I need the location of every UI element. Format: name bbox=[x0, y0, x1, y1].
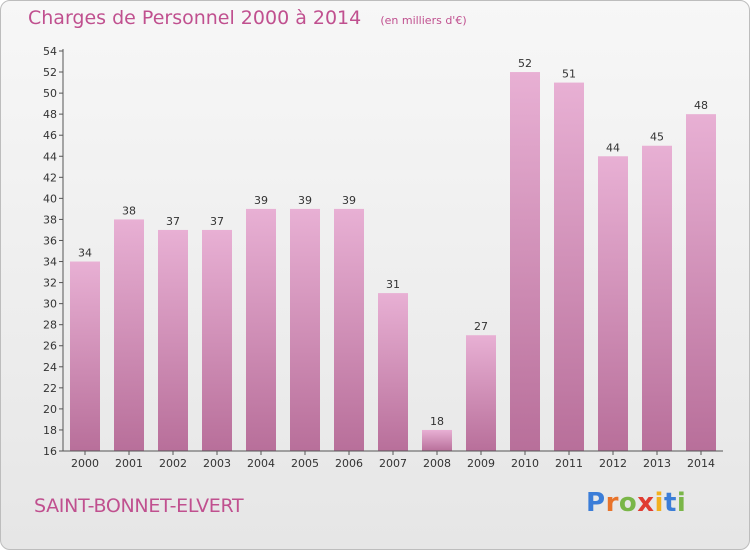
data-label: 34 bbox=[78, 247, 92, 260]
y-tick-label: 32 bbox=[43, 277, 57, 290]
bar-2005 bbox=[290, 208, 320, 451]
x-tick-label: 2013 bbox=[643, 457, 671, 470]
data-label: 51 bbox=[562, 68, 576, 81]
y-tick-label: 28 bbox=[43, 319, 57, 332]
y-tick-label: 42 bbox=[43, 171, 57, 184]
y-tick-label: 26 bbox=[43, 340, 57, 353]
y-tick-label: 52 bbox=[43, 66, 57, 79]
x-tick-label: 2002 bbox=[159, 457, 187, 470]
y-tick-label: 38 bbox=[43, 213, 57, 226]
bar-2000 bbox=[70, 261, 100, 451]
y-tick-label: 30 bbox=[43, 298, 57, 311]
y-tick-label: 20 bbox=[43, 403, 57, 416]
x-tick-label: 2008 bbox=[423, 457, 451, 470]
logo-letter: o bbox=[618, 488, 638, 518]
logo-letter: i bbox=[654, 488, 664, 518]
data-label: 44 bbox=[606, 141, 620, 154]
bar-2014 bbox=[686, 114, 716, 451]
proxiti-logo: Proxiti bbox=[586, 488, 686, 518]
x-tick-label: 2006 bbox=[335, 457, 363, 470]
data-label: 38 bbox=[122, 204, 136, 217]
data-label: 39 bbox=[254, 194, 268, 207]
data-label: 37 bbox=[166, 215, 180, 228]
logo-letter: i bbox=[676, 488, 687, 518]
x-tick-label: 2000 bbox=[71, 457, 99, 470]
bar-2003 bbox=[202, 229, 232, 451]
data-label: 48 bbox=[694, 99, 708, 112]
bar-2001 bbox=[114, 219, 144, 451]
y-tick-label: 36 bbox=[43, 234, 57, 247]
chart-title: Charges de Personnel 2000 à 2014 bbox=[28, 7, 362, 29]
bar-2010 bbox=[510, 72, 540, 451]
x-tick-label: 2007 bbox=[379, 457, 407, 470]
bar-2011 bbox=[554, 82, 584, 451]
logo-letter: P bbox=[586, 488, 606, 518]
data-label: 39 bbox=[342, 194, 356, 207]
data-label: 27 bbox=[474, 320, 488, 333]
y-tick-label: 54 bbox=[43, 45, 57, 58]
x-tick-label: 2003 bbox=[203, 457, 231, 470]
title-row: Charges de Personnel 2000 à 2014 (en mil… bbox=[28, 7, 467, 29]
bar-2008 bbox=[422, 429, 452, 451]
logo-letter: r bbox=[605, 488, 619, 518]
y-tick-label: 18 bbox=[43, 424, 57, 437]
data-label: 37 bbox=[210, 215, 224, 228]
x-tick-label: 2011 bbox=[555, 457, 583, 470]
data-label: 45 bbox=[650, 131, 664, 144]
y-tick-label: 44 bbox=[43, 150, 57, 163]
logo-letter: t bbox=[663, 488, 677, 518]
bar-2013 bbox=[642, 145, 672, 451]
y-tick-label: 16 bbox=[43, 445, 57, 458]
bar-2012 bbox=[598, 156, 628, 451]
x-tick-label: 2005 bbox=[291, 457, 319, 470]
bar-2002 bbox=[158, 229, 188, 451]
y-tick-label: 22 bbox=[43, 382, 57, 395]
data-label: 52 bbox=[518, 57, 532, 70]
bar-2006 bbox=[334, 208, 364, 451]
y-tick-label: 34 bbox=[43, 256, 57, 269]
bar-2004 bbox=[246, 208, 276, 451]
x-tick-label: 2014 bbox=[687, 457, 715, 470]
y-tick-label: 48 bbox=[43, 108, 57, 121]
bar-2009 bbox=[466, 335, 496, 451]
commune-name: SAINT-BONNET-ELVERT bbox=[34, 495, 244, 517]
x-tick-label: 2009 bbox=[467, 457, 495, 470]
chart-subtitle: (en milliers d'€) bbox=[380, 14, 467, 27]
x-tick-label: 2010 bbox=[511, 457, 539, 470]
y-tick-label: 40 bbox=[43, 192, 57, 205]
x-tick-label: 2004 bbox=[247, 457, 275, 470]
x-tick-label: 2001 bbox=[115, 457, 143, 470]
data-label: 18 bbox=[430, 415, 444, 428]
bar-2007 bbox=[378, 293, 408, 451]
data-label: 31 bbox=[386, 278, 400, 291]
y-tick-label: 24 bbox=[43, 361, 57, 374]
data-label: 39 bbox=[298, 194, 312, 207]
y-tick-label: 50 bbox=[43, 87, 57, 100]
x-tick-label: 2012 bbox=[599, 457, 627, 470]
y-tick-label: 46 bbox=[43, 129, 57, 142]
logo-letter: x bbox=[637, 488, 655, 518]
